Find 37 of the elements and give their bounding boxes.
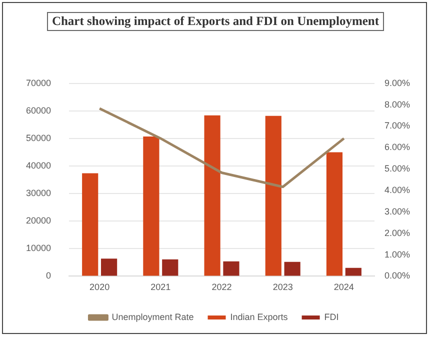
x-tick-label: 2022	[212, 282, 232, 292]
x-tick-label: 2024	[334, 282, 354, 292]
bar	[345, 268, 362, 276]
legend-label: Indian Exports	[230, 312, 288, 322]
y2-tick-label: 6.00%	[384, 142, 410, 152]
bar	[265, 116, 282, 276]
y2-tick-label: 5.00%	[384, 164, 410, 174]
bar	[326, 152, 343, 276]
bar	[143, 136, 160, 276]
y-tick-label: 20000	[26, 216, 52, 226]
y-tick-label: 0	[46, 270, 52, 281]
x-tick-label: 2020	[90, 282, 110, 292]
y-tick-label: 50000	[26, 132, 52, 143]
bar	[100, 258, 118, 276]
legend-label: FDI	[324, 312, 339, 322]
y2-tick-label: 1.00%	[384, 249, 410, 260]
y-tick-label: 40000	[26, 160, 52, 171]
x-tick-label: 2021	[150, 282, 171, 292]
bar	[162, 259, 178, 276]
bar	[204, 115, 220, 276]
y2-tick-label: 2.00%	[384, 228, 410, 238]
y2-tick-label: 9.00%	[384, 78, 410, 88]
y2-tick-label: 7.00%	[384, 120, 410, 131]
y2-tick-label: 0.00%	[384, 270, 410, 281]
y2-tick-label: 8.00%	[384, 99, 410, 110]
y2-tick-label: 4.00%	[384, 184, 410, 195]
y-tick-label: 60000	[26, 105, 52, 116]
x-tick-label: 2023	[272, 282, 293, 292]
y-tick-label: 30000	[26, 188, 52, 198]
bar	[223, 261, 240, 276]
chart-title: Chart showing impact of Exports and FDI on Unemployment	[46, 12, 384, 31]
y-tick-label: 10000	[26, 243, 52, 254]
bar	[82, 173, 98, 276]
y-tick-label: 70000	[26, 78, 52, 88]
bar	[284, 262, 300, 276]
legend-label: Unemployment Rate	[112, 312, 194, 322]
y2-tick-label: 3.00%	[384, 206, 410, 216]
